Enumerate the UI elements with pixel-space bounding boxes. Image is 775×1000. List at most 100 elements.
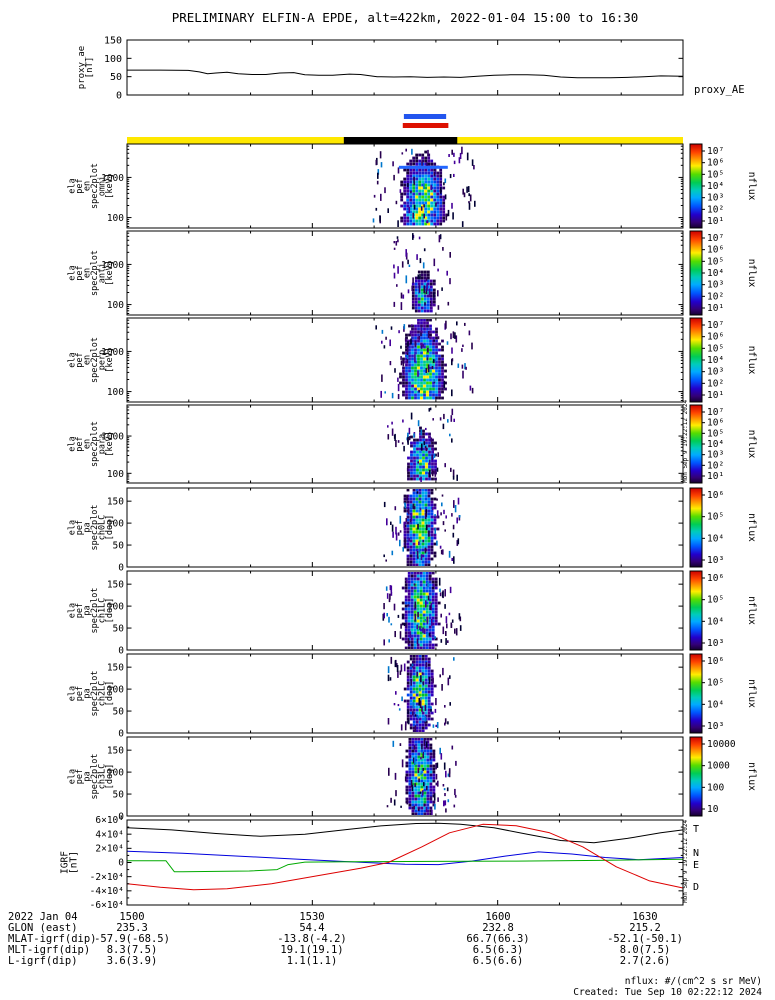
flux-speckle bbox=[446, 623, 448, 629]
flux-cell bbox=[413, 607, 417, 611]
flux-speckle bbox=[405, 721, 407, 726]
flux-cell bbox=[431, 577, 435, 581]
flux-cell bbox=[414, 333, 417, 337]
flux-cell bbox=[430, 204, 434, 208]
flux-cell bbox=[417, 333, 420, 337]
flux-speckle bbox=[439, 545, 442, 549]
flux-cell bbox=[431, 592, 435, 596]
flux-cell bbox=[412, 681, 416, 685]
flux-cell bbox=[424, 216, 428, 220]
flux-cell bbox=[426, 812, 430, 815]
panel-frame bbox=[126, 653, 684, 734]
flux-cell bbox=[411, 794, 415, 798]
flux-cell bbox=[420, 794, 424, 798]
flux-cell bbox=[408, 363, 411, 367]
flux-cell bbox=[428, 625, 432, 629]
flux-cell bbox=[414, 309, 418, 313]
flux-speckle bbox=[468, 201, 470, 204]
flux-cell bbox=[419, 435, 422, 439]
flux-cell bbox=[404, 646, 408, 649]
flux-cell bbox=[406, 672, 410, 676]
flux-speckle bbox=[403, 622, 406, 626]
flux-speckle bbox=[394, 506, 397, 511]
flux-speckle bbox=[393, 301, 396, 307]
flux-cell bbox=[417, 342, 420, 346]
flux-cell bbox=[404, 640, 408, 644]
flux-cell bbox=[417, 351, 420, 355]
flux-speckle bbox=[372, 218, 375, 223]
flux-cell bbox=[409, 174, 413, 178]
flux-cell bbox=[429, 330, 432, 334]
flux-cell bbox=[424, 518, 428, 522]
flux-cell bbox=[410, 586, 414, 590]
flux-cell bbox=[418, 518, 422, 522]
flux-cell bbox=[424, 171, 428, 175]
flux-speckle bbox=[424, 715, 427, 722]
flux-cell bbox=[409, 168, 413, 172]
spectro-y-tick-label: 0 bbox=[118, 729, 124, 740]
flux-speckle bbox=[424, 513, 427, 520]
flux-cell bbox=[424, 213, 428, 217]
annotation-row-value: -13.8(-4.2) bbox=[277, 933, 347, 945]
flux-speckle bbox=[407, 436, 409, 445]
flux-cell bbox=[431, 631, 435, 635]
flux-speckle bbox=[397, 377, 399, 382]
flux-cell bbox=[416, 583, 420, 587]
flux-cell bbox=[442, 195, 446, 199]
flux-speckle bbox=[430, 602, 433, 611]
flux-cell bbox=[416, 453, 419, 457]
flux-cell bbox=[411, 351, 414, 355]
flux-cell bbox=[436, 189, 440, 193]
flux-cell bbox=[411, 803, 415, 807]
flux-cell bbox=[429, 297, 433, 301]
flux-cell bbox=[423, 738, 427, 741]
flux-cell bbox=[409, 177, 413, 181]
flux-speckle bbox=[444, 178, 447, 184]
flux-cell bbox=[426, 384, 429, 388]
flux-cell bbox=[429, 393, 432, 397]
flux-cell bbox=[406, 198, 410, 202]
colorbar-tick-label: 10⁴ bbox=[707, 181, 724, 192]
flux-cell bbox=[430, 512, 434, 516]
flux-cell bbox=[416, 456, 419, 460]
flux-cell bbox=[414, 767, 418, 771]
flux-speckle bbox=[407, 341, 409, 347]
flux-cell bbox=[413, 580, 417, 584]
spectro-y-axis-title: pef bbox=[75, 686, 85, 701]
flux-cell bbox=[435, 366, 438, 370]
flux-cell bbox=[413, 474, 416, 478]
flux-cell bbox=[435, 339, 438, 343]
flux-cell bbox=[410, 574, 414, 578]
flux-cell bbox=[436, 171, 440, 175]
flux-cell bbox=[422, 477, 425, 481]
flux-cell bbox=[412, 536, 416, 540]
flux-cell bbox=[408, 393, 411, 397]
flux-cell bbox=[427, 690, 431, 694]
flux-cell bbox=[425, 634, 429, 638]
flux-cell bbox=[435, 369, 438, 373]
flux-speckle bbox=[463, 192, 466, 198]
flux-speckle bbox=[419, 258, 422, 264]
flux-cell bbox=[407, 592, 411, 596]
flux-cell bbox=[408, 357, 411, 361]
spectro-y-tick-label: 0 bbox=[118, 563, 124, 574]
flux-cell bbox=[412, 545, 416, 549]
spectro-y-tick-label: 50 bbox=[113, 707, 125, 718]
flux-speckle bbox=[465, 366, 467, 370]
flux-cell bbox=[412, 669, 416, 673]
flux-cell bbox=[408, 339, 411, 343]
flux-speckle bbox=[443, 413, 445, 420]
flux-cell bbox=[409, 539, 413, 543]
flux-cell bbox=[432, 393, 435, 397]
flux-speckle bbox=[402, 358, 405, 367]
flux-cell bbox=[405, 779, 409, 783]
spectro-y-tick-label: 0 bbox=[118, 812, 124, 823]
colorbar-title: nflux bbox=[746, 596, 757, 625]
spectro-y-axis-title: ela bbox=[67, 265, 77, 280]
flux-cell bbox=[418, 533, 422, 537]
flux-cell bbox=[419, 640, 423, 644]
flux-cell bbox=[420, 300, 424, 304]
flux-speckle bbox=[428, 676, 431, 684]
flux-speckle bbox=[438, 577, 441, 586]
